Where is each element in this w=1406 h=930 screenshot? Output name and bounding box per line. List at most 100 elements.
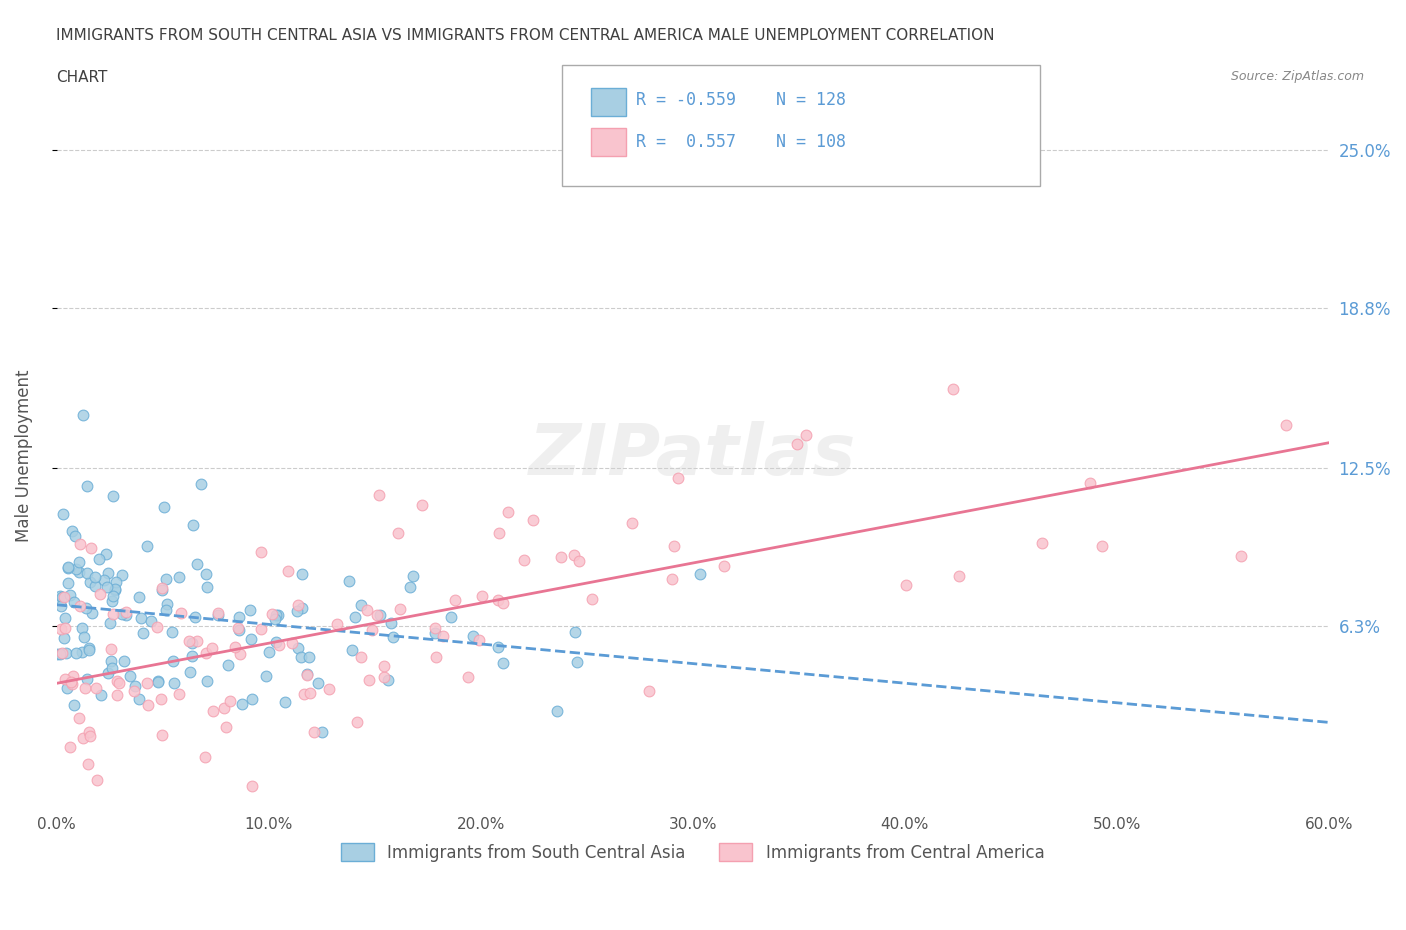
Point (568, 553, 591, 568)
Point (105, 575, 128, 590)
Point (218, 693, 240, 708)
Point (190, 476, 212, 491)
Point (56, 560, 79, 575)
Point (150, 582, 173, 597)
Point (128, 590, 150, 604)
Point (564, 624, 586, 639)
Point (488, 525, 510, 540)
Point (240, 778, 263, 793)
Point (377, 672, 399, 687)
Point (796, 427, 818, 442)
Point (84, 681, 107, 696)
Point (350, 597, 373, 612)
Point (73, 630, 96, 644)
Point (77, 641, 100, 656)
Point (207, 605, 229, 620)
Point (80, 605, 103, 620)
Point (231, 696, 253, 711)
Point (1031, 536, 1053, 551)
Point (96, 579, 118, 594)
Point (48, 588, 70, 603)
Point (103, 488, 125, 503)
Point (105, 674, 128, 689)
Point (948, 568, 970, 583)
Point (326, 617, 349, 631)
Point (513, 552, 536, 567)
Legend: Immigrants from South Central Asia, Immigrants from Central America: Immigrants from South Central Asia, Immi… (335, 837, 1052, 869)
Point (179, 664, 201, 679)
Point (76, 565, 98, 580)
Point (100, 653, 122, 668)
Point (141, 614, 163, 629)
Point (115, 604, 138, 619)
Point (380, 616, 402, 631)
Point (79, 729, 101, 744)
Point (1275, 418, 1298, 432)
Point (298, 685, 321, 700)
Point (461, 629, 484, 644)
Point (69, 598, 91, 613)
Point (620, 515, 643, 530)
Point (264, 611, 287, 626)
Point (118, 669, 141, 684)
Point (486, 640, 509, 655)
Point (239, 631, 262, 646)
Point (156, 596, 179, 611)
Point (250, 621, 273, 636)
Point (155, 603, 177, 618)
Point (150, 692, 173, 707)
Point (565, 655, 588, 670)
Point (51, 622, 73, 637)
Point (53, 590, 76, 604)
Point (46, 646, 69, 661)
Point (124, 679, 146, 694)
Point (666, 471, 689, 485)
Point (550, 550, 572, 565)
Point (60, 676, 83, 691)
Point (308, 676, 330, 691)
Point (104, 582, 127, 597)
Point (291, 601, 314, 616)
Point (101, 606, 124, 621)
Point (287, 641, 309, 656)
Point (60, 524, 83, 538)
Point (77, 756, 100, 771)
Point (79, 575, 101, 590)
Point (638, 684, 661, 698)
Point (368, 488, 391, 503)
Point (195, 579, 218, 594)
Point (152, 499, 174, 514)
Point (546, 703, 568, 718)
Point (72, 407, 94, 422)
Point (318, 682, 340, 697)
Point (79, 724, 101, 739)
Point (167, 686, 190, 701)
Point (69, 537, 91, 551)
Point (359, 672, 381, 687)
Point (264, 608, 287, 623)
Point (457, 670, 479, 684)
Point (59, 739, 82, 754)
Point (254, 669, 277, 684)
Point (228, 610, 250, 625)
Point (194, 566, 217, 581)
Point (136, 538, 159, 553)
Point (111, 567, 134, 582)
Point (90, 687, 112, 702)
Point (280, 635, 302, 650)
Point (402, 568, 425, 583)
Point (55, 681, 77, 696)
Point (486, 592, 509, 607)
Point (101, 593, 124, 608)
Point (76, 478, 98, 493)
Point (215, 720, 238, 735)
Point (97, 565, 120, 580)
Point (75, 601, 97, 616)
Point (94, 547, 117, 562)
Point (291, 566, 314, 581)
Point (226, 620, 249, 635)
Point (104, 582, 127, 597)
Point (297, 667, 319, 682)
Point (492, 595, 515, 610)
Point (107, 676, 129, 691)
